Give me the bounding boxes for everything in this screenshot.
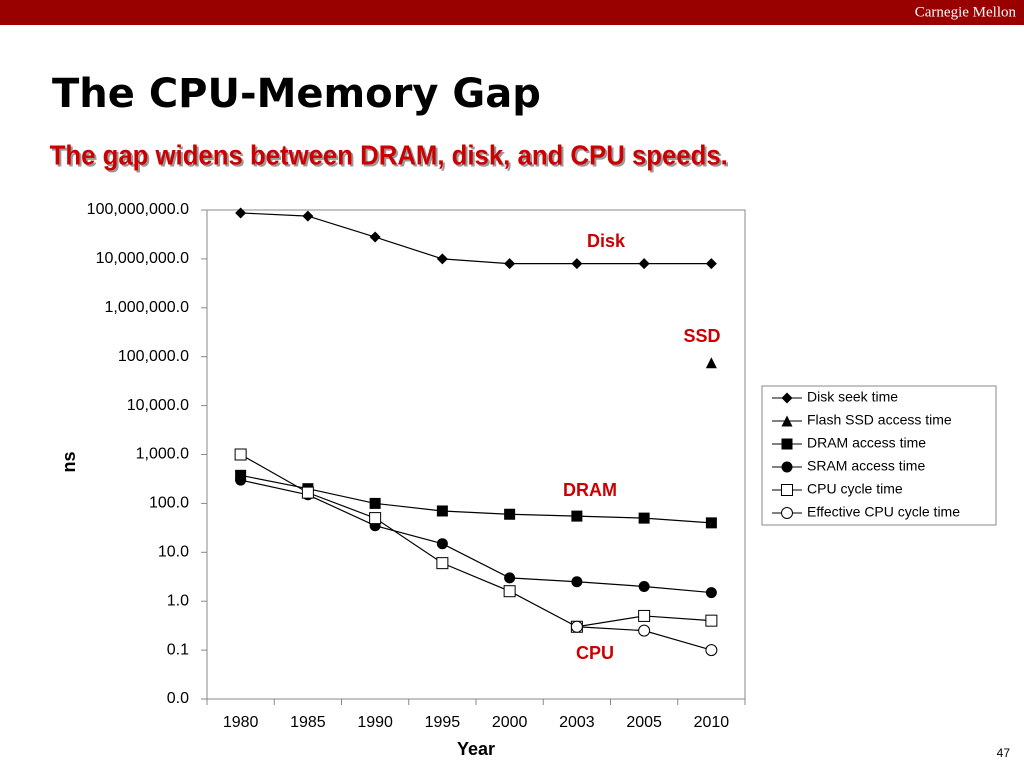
marker: [638, 512, 650, 524]
annotation: CPU: [576, 643, 614, 663]
marker: [504, 572, 516, 584]
y-tick-label: 10,000,000.0: [96, 250, 190, 267]
y-tick-label: 10,000.0: [127, 397, 189, 414]
x-tick-label: 1995: [425, 714, 461, 731]
marker: [302, 210, 314, 222]
marker: [436, 538, 448, 550]
x-tick-label: 2003: [559, 714, 595, 731]
legend-marker: [781, 415, 793, 427]
marker: [705, 258, 717, 270]
x-tick-label: 1985: [290, 714, 326, 731]
x-tick-label: 2005: [626, 714, 662, 731]
y-tick-label: 0.1: [167, 641, 189, 658]
series-line: [240, 212, 712, 265]
series-line: [240, 474, 712, 524]
marker: [638, 258, 650, 270]
marker: [235, 474, 247, 486]
marker: [571, 258, 583, 270]
y-axis-label: ns: [59, 451, 79, 472]
marker: [369, 231, 381, 243]
legend-label: Disk seek time: [807, 389, 898, 405]
marker: [369, 512, 382, 525]
annotation: Disk: [587, 231, 626, 251]
y-tick-label: 1.0: [167, 592, 189, 609]
y-tick-label: 10.0: [158, 544, 189, 561]
marker: [436, 557, 449, 570]
marker: [369, 497, 381, 509]
marker: [571, 510, 583, 522]
marker: [570, 620, 583, 633]
plot-frame: [206, 209, 746, 700]
x-tick-label: 2010: [694, 714, 730, 731]
marker: [705, 644, 718, 657]
marker: [705, 587, 717, 599]
legend-label: DRAM access time: [807, 435, 926, 451]
y-tick-label: 100.0: [149, 495, 189, 512]
marker: [504, 508, 516, 520]
legend-box: [761, 385, 997, 526]
legend-marker: [781, 438, 793, 450]
legend-label: Flash SSD access time: [807, 412, 952, 428]
slide-title: The CPU-Memory Gap: [52, 71, 541, 117]
marker: [503, 585, 516, 598]
legend-label: CPU cycle time: [807, 481, 903, 497]
marker: [638, 624, 651, 637]
subtitle: The gap widens between DRAM, disk, and C…: [50, 139, 728, 170]
marker: [504, 258, 516, 270]
y-tick-label: 100,000,000.0: [87, 201, 189, 218]
y-tick-label: 1,000,000.0: [104, 299, 189, 316]
y-tick-label: 1,000.0: [136, 446, 189, 463]
legend-marker: [781, 461, 793, 473]
legend-marker: [781, 484, 793, 496]
marker: [705, 357, 717, 369]
marker: [705, 614, 718, 627]
series-line: [240, 479, 712, 594]
legend-label: SRAM access time: [807, 458, 925, 474]
x-tick-label: 1980: [223, 714, 259, 731]
header-bar: [0, 0, 1024, 25]
marker: [234, 448, 247, 461]
header-org: Carnegie Mellon: [915, 4, 1017, 20]
marker: [638, 580, 650, 592]
page-number: 47: [997, 746, 1011, 760]
y-tick-label: 100,000.0: [118, 348, 189, 365]
marker: [235, 207, 247, 219]
legend-label: Effective CPU cycle time: [807, 504, 960, 520]
x-tick-label: 2000: [492, 714, 528, 731]
marker: [436, 253, 448, 265]
marker: [705, 517, 717, 529]
legend-marker: [781, 392, 793, 404]
marker: [436, 505, 448, 517]
annotation: DRAM: [563, 480, 617, 500]
marker: [301, 486, 314, 499]
legend-marker: [781, 507, 793, 519]
subtitle-shadow: The gap widens between DRAM, disk, and C…: [52, 141, 730, 172]
series-line: [240, 453, 712, 628]
x-tick-label: 1990: [357, 714, 393, 731]
marker: [638, 609, 651, 622]
annotation: SSD: [683, 326, 720, 346]
y-tick-label: 0.0: [167, 690, 189, 707]
x-axis-label: Year: [457, 739, 495, 759]
marker: [571, 576, 583, 588]
